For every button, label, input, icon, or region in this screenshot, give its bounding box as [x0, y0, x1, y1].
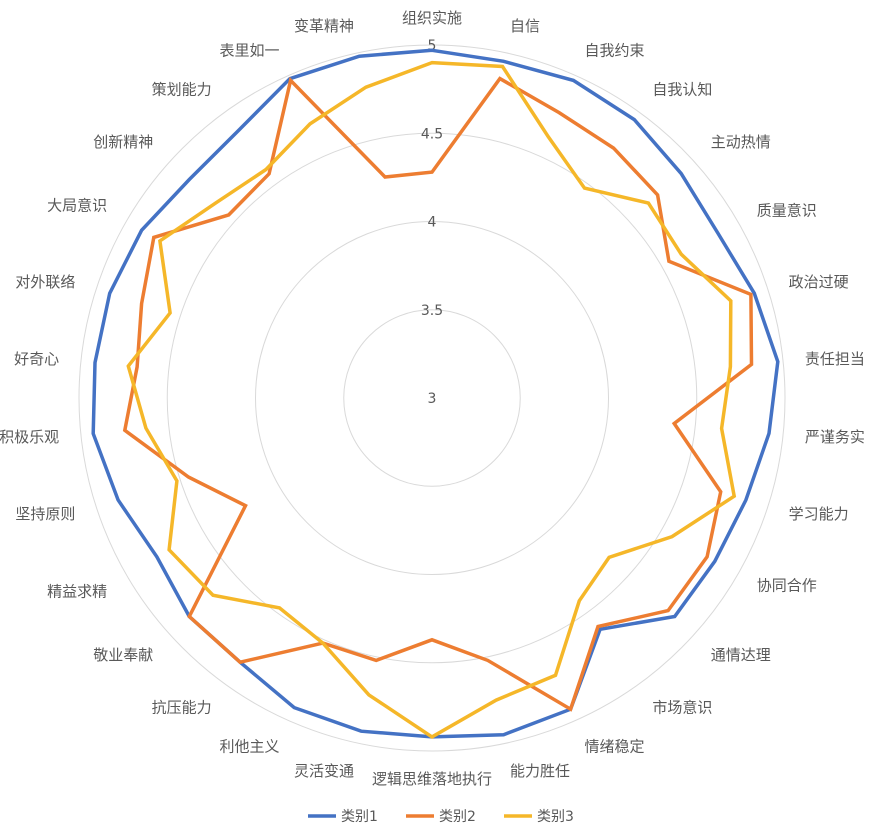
category-label: 变革精神 — [294, 17, 354, 35]
category-label: 自我约束 — [585, 41, 645, 59]
radial-tick-label: 3.5 — [421, 303, 443, 319]
radial-tick-label: 5 — [428, 38, 437, 54]
category-labels: 组织实施 自信自我约束自我认知主动热情质量意识政治过硬责任担当严谨务实学习能力协同… — [0, 9, 865, 788]
category-label: 市场意识 — [652, 698, 712, 716]
legend: 类别1 类别2 类别3 — [308, 809, 574, 825]
category-label: 大局意识 — [47, 197, 107, 215]
radar-grid — [78, 44, 786, 752]
category-label: 积极乐观 — [0, 428, 59, 446]
radial-tick-label: 4 — [428, 215, 437, 231]
radial-tick-label: 3 — [428, 391, 437, 407]
category-label: 通情达理 — [711, 646, 771, 664]
grid-ring-3 — [166, 132, 698, 664]
series-lines — [91, 48, 780, 739]
category-label: 严谨务实 — [805, 428, 865, 446]
category-label: 精益求精 — [47, 583, 107, 601]
series-line-2 — [122, 76, 754, 712]
category-label: 主动热情 — [711, 133, 771, 151]
grid-ring-2 — [255, 221, 609, 575]
category-label: 政治过硬 — [789, 273, 849, 291]
category-label: 利他主义 — [219, 738, 279, 756]
category-label: 组织实施 — [402, 9, 462, 27]
category-label: 创新精神 — [93, 133, 153, 151]
grid-ring-4 — [78, 44, 786, 752]
category-label: 对外联络 — [15, 273, 75, 291]
category-label: 责任担当 — [805, 350, 865, 368]
category-label: 质量意识 — [757, 202, 817, 220]
series-line-3 — [126, 60, 737, 739]
category-label: 协同合作 — [757, 577, 817, 595]
category-label: 抗压能力 — [152, 698, 212, 716]
category-label: 坚持原则 — [15, 505, 75, 523]
radial-tick-labels: 3 3.5 4 4.5 5 — [421, 38, 443, 407]
category-label: 策划能力 — [152, 81, 212, 99]
category-label: 情绪稳定 — [585, 738, 645, 756]
category-label: 逻辑思维落地执行 — [372, 770, 492, 788]
legend-label-2: 类别2 — [439, 809, 476, 825]
grid-ring-1 — [343, 309, 521, 487]
category-label: 灵活变通 — [294, 762, 354, 780]
category-label: 自信 — [510, 17, 540, 35]
category-label: 学习能力 — [789, 505, 849, 523]
category-label: 好奇心 — [14, 350, 59, 368]
category-label: 表里如一 — [219, 41, 279, 59]
legend-label-3: 类别3 — [537, 809, 574, 825]
radial-tick-label: 4.5 — [421, 126, 443, 142]
category-label: 敬业奉献 — [93, 646, 153, 664]
category-label: 能力胜任 — [510, 762, 570, 780]
legend-label-1: 类别1 — [341, 809, 378, 825]
category-label: 自我认知 — [652, 81, 712, 99]
